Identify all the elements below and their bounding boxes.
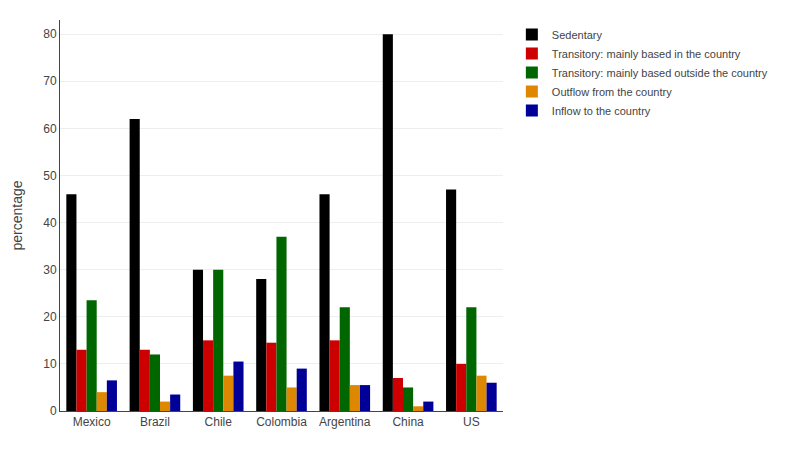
svg-text:Chile: Chile [205, 415, 233, 429]
svg-text:Inflow to the country: Inflow to the country [552, 105, 651, 117]
svg-text:80: 80 [43, 27, 57, 41]
svg-text:Transitory: mainly based in th: Transitory: mainly based in the country [552, 48, 741, 60]
svg-text:40: 40 [43, 216, 57, 230]
svg-text:20: 20 [43, 310, 57, 324]
svg-text:Transitory: mainly based outsi: Transitory: mainly based outside the cou… [552, 67, 768, 79]
svg-text:70: 70 [43, 74, 57, 88]
svg-text:60: 60 [43, 122, 57, 136]
svg-text:Brazil: Brazil [140, 415, 170, 429]
svg-text:50: 50 [43, 169, 57, 183]
svg-text:Colombia: Colombia [256, 415, 307, 429]
svg-text:30: 30 [43, 263, 57, 277]
svg-text:Outflow from the country: Outflow from the country [552, 86, 672, 98]
svg-text:Sedentary: Sedentary [552, 29, 603, 41]
svg-text:10: 10 [43, 357, 57, 371]
svg-text:percentage: percentage [9, 180, 25, 250]
svg-text:US: US [463, 415, 480, 429]
svg-text:0: 0 [50, 404, 57, 418]
svg-text:Argentina: Argentina [319, 415, 371, 429]
svg-text:China: China [392, 415, 424, 429]
svg-text:Mexico: Mexico [73, 415, 111, 429]
